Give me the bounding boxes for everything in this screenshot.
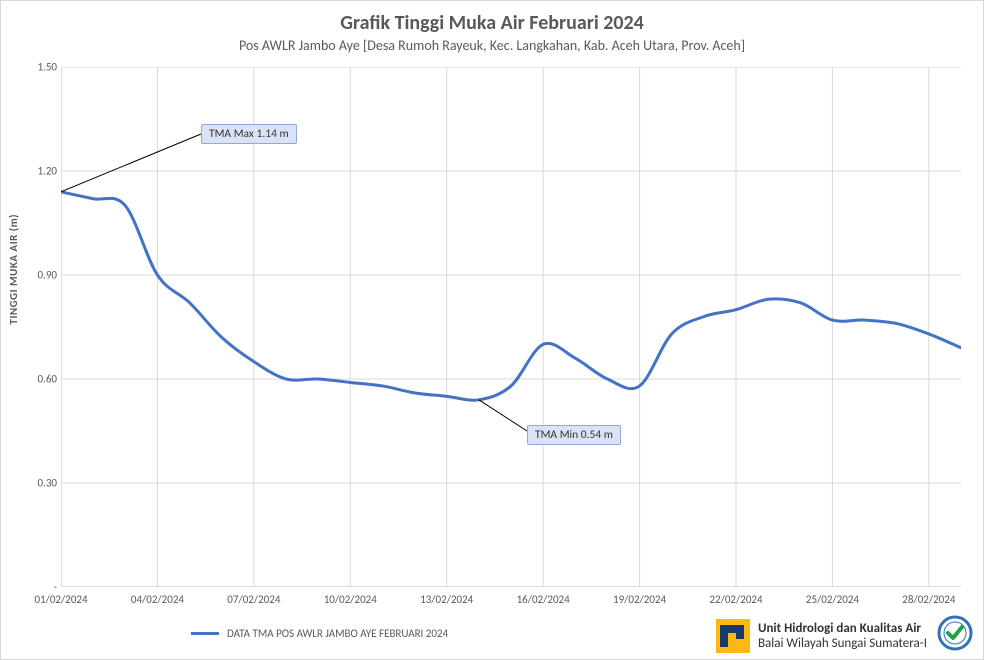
x-tick-label: 25/02/2024 bbox=[806, 593, 859, 606]
legend: DATA TMA POS AWLR JAMBO AYE FEBRUARI 202… bbox=[191, 627, 448, 640]
y-tick-label: 0.60 bbox=[31, 373, 57, 386]
pu-logo-icon bbox=[716, 619, 750, 653]
x-tick-label: 28/02/2024 bbox=[902, 593, 955, 606]
x-tick-label: 19/02/2024 bbox=[613, 593, 666, 606]
plot-area bbox=[61, 67, 961, 587]
legend-label: DATA TMA POS AWLR JAMBO AYE FEBRUARI 202… bbox=[227, 627, 448, 640]
x-tick-label: 22/02/2024 bbox=[709, 593, 762, 606]
x-tick-label: 16/02/2024 bbox=[517, 593, 570, 606]
x-tick-label: 01/02/2024 bbox=[34, 593, 87, 606]
y-axis-label: TINGGI MUKA AIR (m) bbox=[7, 214, 20, 325]
x-tick-label: 13/02/2024 bbox=[420, 593, 473, 606]
chart-subtitle: Pos AWLR Jambo Aye [Desa Rumoh Rayeuk, K… bbox=[1, 37, 983, 54]
y-tick-label: 0.90 bbox=[31, 269, 57, 282]
legend-swatch bbox=[191, 632, 219, 635]
chart-page: Grafik Tinggi Muka Air Februari 2024 Pos… bbox=[0, 0, 984, 660]
chart-title: Grafik Tinggi Muka Air Februari 2024 bbox=[1, 11, 983, 35]
max-callout: TMA Max 1.14 m bbox=[201, 124, 297, 144]
footer-line1: Unit Hidrologi dan Kualitas Air bbox=[758, 621, 927, 636]
y-tick-label: - bbox=[31, 581, 57, 594]
footer-line2: Balai Wilayah Sungai Sumatera-I bbox=[758, 636, 927, 651]
y-tick-label: 0.30 bbox=[31, 477, 57, 490]
y-tick-label: 1.20 bbox=[31, 165, 57, 178]
x-tick-label: 07/02/2024 bbox=[227, 593, 280, 606]
y-tick-label: 1.50 bbox=[31, 61, 57, 74]
footer: Unit Hidrologi dan Kualitas Air Balai Wi… bbox=[716, 619, 927, 653]
min-callout: TMA Min 0.54 m bbox=[527, 425, 621, 445]
footer-text: Unit Hidrologi dan Kualitas Air Balai Wi… bbox=[758, 621, 927, 651]
cert-badge-icon bbox=[937, 615, 973, 651]
x-tick-label: 10/02/2024 bbox=[324, 593, 377, 606]
x-tick-label: 04/02/2024 bbox=[131, 593, 184, 606]
